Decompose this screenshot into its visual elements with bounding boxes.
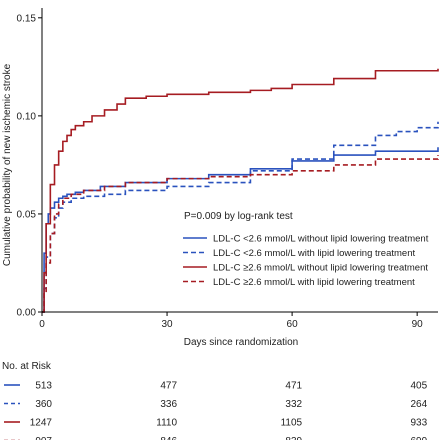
risk-table-title: No. at Risk xyxy=(2,361,52,372)
x-tick-label: 30 xyxy=(161,319,173,330)
legend-item: LDL-C ≥2.6 mmol/L without lipid lowering… xyxy=(183,263,428,274)
risk-value: 1247 xyxy=(30,418,53,429)
risk-value: 264 xyxy=(410,399,427,410)
legend-item: LDL-C <2.6 mmol/L without lipid lowering… xyxy=(183,234,429,245)
risk-value: 405 xyxy=(410,381,427,392)
risk-value: 471 xyxy=(285,381,302,392)
legend-item: LDL-C ≥2.6 mmol/L with lipid lowering tr… xyxy=(183,277,415,288)
risk-value: 933 xyxy=(410,418,427,429)
x-tick-label: 90 xyxy=(412,319,424,330)
legend-label: LDL-C ≥2.6 mmol/L without lipid lowering… xyxy=(213,263,428,274)
risk-value: 513 xyxy=(35,381,52,392)
y-tick-label: 0.00 xyxy=(17,308,37,319)
risk-value: 699 xyxy=(410,436,427,440)
risk-value: 477 xyxy=(160,381,177,392)
risk-value: 1105 xyxy=(281,418,303,429)
y-tick-label: 0.05 xyxy=(17,209,37,220)
legend-label: LDL-C <2.6 mmol/L with lipid lowering tr… xyxy=(213,248,415,259)
axes-layer: 0.00 0.05 0.10 0.15 0 30 60 90 xyxy=(17,8,438,330)
risk-value: 839 xyxy=(285,436,302,440)
risk-value: 846 xyxy=(160,436,177,440)
series-line-4 xyxy=(42,155,439,313)
x-tick-label: 60 xyxy=(287,319,299,330)
risk-value: 336 xyxy=(160,399,177,410)
risk-value: 907 xyxy=(35,436,52,440)
risk-value: 1110 xyxy=(156,418,177,429)
y-tick-label: 0.10 xyxy=(17,111,37,122)
risk-row: 513 477 471 405 xyxy=(4,381,428,392)
x-axis-label: Days since randomization xyxy=(184,337,299,348)
legend-label: LDL-C ≥2.6 mmol/L with lipid lowering tr… xyxy=(213,277,415,288)
y-axis-label: Cumulative probability of new ischemic s… xyxy=(2,63,13,266)
risk-row: 907 846 839 699 xyxy=(4,436,428,440)
risk-table: 513 477 471 405 360 336 332 264 1247 1110 1105 933 9… xyxy=(4,381,428,440)
risk-value: 360 xyxy=(35,399,52,410)
legend-item: LDL-C <2.6 mmol/L with lipid lowering tr… xyxy=(183,248,415,259)
logrank-annotation: P=0.009 by log-rank test xyxy=(184,211,293,222)
series-layer xyxy=(42,68,439,313)
x-tick-label: 0 xyxy=(39,319,45,330)
y-tick-label: 0.15 xyxy=(17,13,37,24)
risk-row: 1247 1110 1105 933 xyxy=(4,418,428,429)
risk-value: 332 xyxy=(285,399,302,410)
risk-row: 360 336 332 264 xyxy=(4,399,428,410)
legend-label: LDL-C <2.6 mmol/L without lipid lowering… xyxy=(213,234,429,245)
legend: LDL-C <2.6 mmol/L without lipid lowering… xyxy=(183,234,429,288)
series-line-3 xyxy=(42,68,439,313)
